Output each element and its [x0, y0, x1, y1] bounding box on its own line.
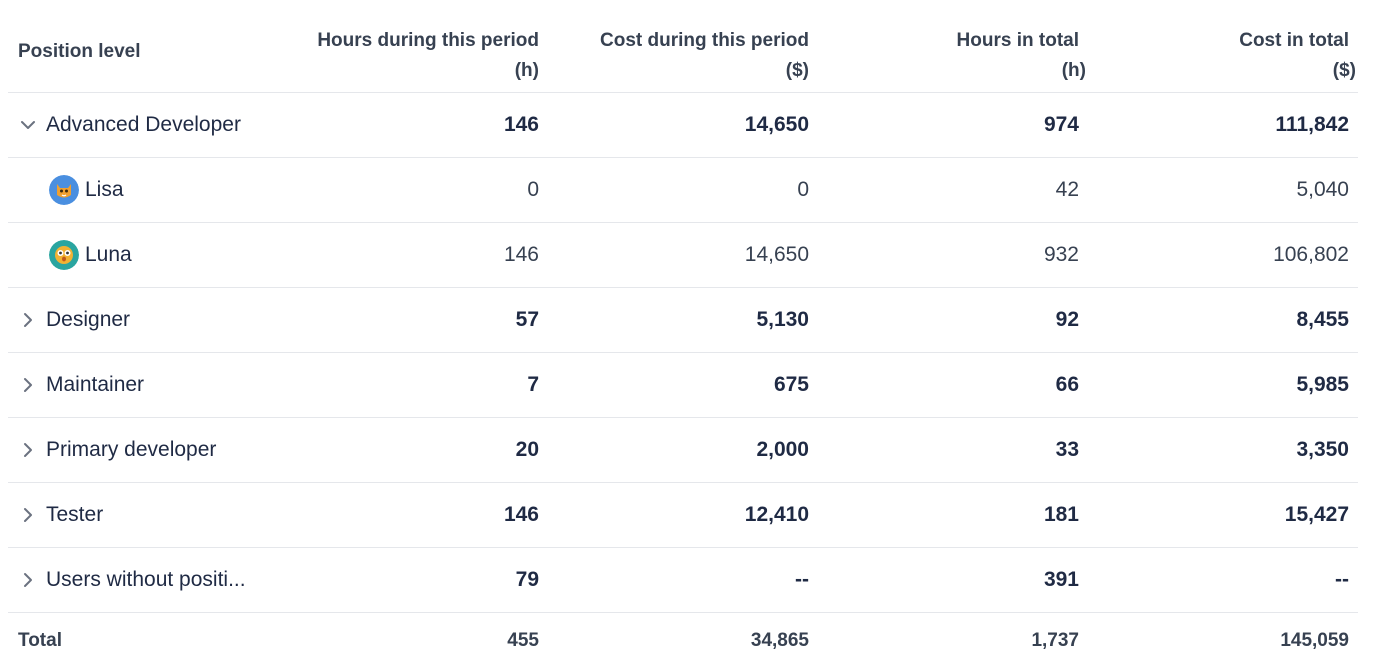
cost-table: Position level Hours during this period …	[8, 0, 1358, 669]
group-row-maintainer[interactable]: Maintainer 7 675 66 5,985	[8, 353, 1358, 418]
col-header-cost-period[interactable]: Cost during this period ($)	[600, 26, 809, 86]
cost-total-value: 3,350	[1296, 438, 1349, 461]
member-name: Lisa	[85, 178, 124, 201]
col-header-cost-total-unit: ($)	[1332, 60, 1356, 81]
cost-total-value: 5,040	[1296, 178, 1349, 201]
hours-period-value: 0	[527, 178, 539, 201]
total-cost-period: 34,865	[750, 630, 809, 651]
hours-total-value: 974	[1043, 113, 1079, 136]
group-name: Maintainer	[46, 373, 145, 396]
cost-total-value: 15,427	[1284, 503, 1349, 526]
cost-period-value: 14,650	[744, 243, 809, 266]
group-name: Primary developer	[46, 438, 217, 461]
cost-total-value: 106,802	[1273, 243, 1349, 266]
col-header-hours-total-title: Hours in total	[956, 30, 1079, 51]
table-header: Position level Hours during this period …	[8, 0, 1358, 93]
col-header-cost-period-title: Cost during this period	[600, 30, 809, 51]
hours-total-value: 932	[1043, 243, 1079, 266]
group-row-tester[interactable]: Tester 146 12,410 181 15,427	[8, 483, 1358, 548]
cat-avatar-icon	[49, 175, 79, 205]
cost-total-value: 111,842	[1275, 113, 1349, 136]
hours-period-value: 7	[527, 373, 539, 396]
col-header-cost-total-title: Cost in total	[1239, 30, 1349, 51]
hours-total-value: 181	[1043, 503, 1079, 526]
group-name: Users without positi...	[46, 568, 246, 591]
col-header-hours-period[interactable]: Hours during this period (h)	[317, 26, 539, 86]
total-hours-total: 1,737	[1031, 630, 1079, 651]
chevron-right-icon[interactable]	[16, 373, 40, 397]
cost-total-value: --	[1335, 568, 1349, 591]
cost-period-value: 0	[797, 178, 809, 201]
member-name: Luna	[85, 243, 132, 266]
group-name: Tester	[46, 503, 104, 526]
cost-total-value: 5,985	[1296, 373, 1349, 396]
group-row-designer[interactable]: Designer 57 5,130 92 8,455	[8, 288, 1358, 353]
hours-total-value: 92	[1055, 308, 1079, 331]
chevron-right-icon[interactable]	[16, 308, 40, 332]
group-name: Advanced Developer	[46, 113, 241, 136]
hours-total-value: 66	[1055, 373, 1079, 396]
col-header-cost-period-unit: ($)	[785, 60, 809, 81]
hours-period-value: 79	[515, 568, 539, 591]
col-header-hours-total-unit: (h)	[1061, 60, 1086, 81]
total-label: Total	[18, 630, 62, 651]
cost-period-value: 675	[773, 373, 809, 396]
col-header-hours-period-title: Hours during this period	[317, 30, 539, 51]
group-row-advanced-developer[interactable]: Advanced Developer 146 14,650 974 111,84…	[8, 93, 1358, 158]
group-row-users-without-position[interactable]: Users without positi... 79 -- 391 --	[8, 548, 1358, 613]
hours-total-value: 33	[1055, 438, 1079, 461]
hours-period-value: 57	[515, 308, 539, 331]
cost-total-value: 8,455	[1296, 308, 1349, 331]
owl-avatar-icon	[49, 240, 79, 270]
col-header-hours-period-unit: (h)	[514, 60, 539, 81]
col-header-cost-total[interactable]: Cost in total ($)	[1239, 26, 1356, 86]
group-row-primary-developer[interactable]: Primary developer 20 2,000 33 3,350	[8, 418, 1358, 483]
member-row-lisa[interactable]: Lisa 0 0 42 5,040	[8, 158, 1358, 223]
total-cost-total: 145,059	[1280, 630, 1349, 651]
cost-period-value: 12,410	[744, 503, 809, 526]
cost-period-value: --	[795, 568, 809, 591]
group-name: Designer	[46, 308, 131, 331]
hours-total-value: 391	[1043, 568, 1079, 591]
hours-total-value: 42	[1055, 178, 1079, 201]
hours-period-value: 146	[503, 113, 539, 136]
chevron-right-icon[interactable]	[16, 438, 40, 462]
hours-period-value: 146	[503, 243, 539, 266]
col-header-hours-total[interactable]: Hours in total (h)	[957, 26, 1086, 86]
cost-period-value: 2,000	[756, 438, 809, 461]
total-hours-period: 455	[507, 630, 539, 651]
cost-period-value: 14,650	[744, 113, 809, 136]
total-row: Total 455 34,865 1,737 145,059	[8, 613, 1358, 669]
member-row-luna[interactable]: Luna 146 14,650 932 106,802	[8, 223, 1358, 288]
chevron-right-icon[interactable]	[16, 503, 40, 527]
col-header-position-level[interactable]: Position level	[18, 41, 141, 62]
chevron-down-icon[interactable]	[16, 113, 40, 137]
hours-period-value: 20	[515, 438, 539, 461]
cost-period-value: 5,130	[756, 308, 809, 331]
hours-period-value: 146	[503, 503, 539, 526]
chevron-right-icon[interactable]	[16, 568, 40, 592]
